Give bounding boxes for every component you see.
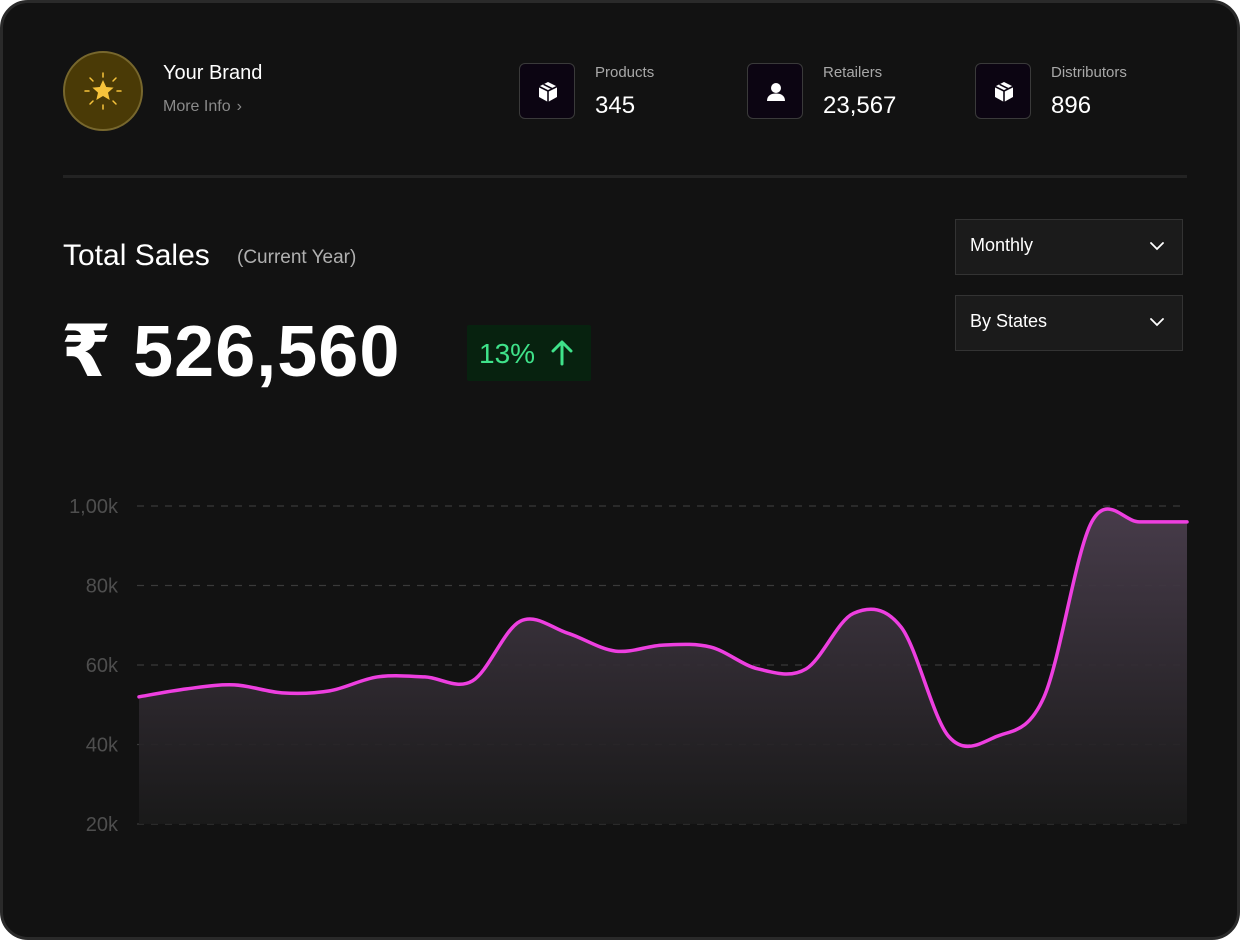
brand-avatar[interactable]: [63, 51, 143, 131]
more-info-link[interactable]: More Info ›: [163, 98, 242, 116]
chart-y-axis: 1,00k 80k 60k 40k 20k: [69, 496, 119, 836]
y-tick-label: 20k: [86, 814, 119, 836]
stat-value: 23,567: [823, 92, 897, 119]
stat-distributors-icon-box: [975, 63, 1031, 119]
chevron-right-icon: ›: [236, 98, 242, 115]
brand-name: Your Brand: [163, 62, 263, 84]
sales-chart: 1,00k 80k 60k 40k 20k: [69, 496, 1189, 836]
stat-products-icon-box: [519, 63, 575, 119]
package-icon: [994, 82, 1014, 102]
chart-line: [137, 507, 1189, 749]
period-dropdown-value: Monthly: [970, 235, 1034, 255]
chevron-down-icon: [1150, 242, 1164, 251]
arrow-up-icon: [551, 340, 573, 366]
stat-label: Products: [595, 64, 655, 81]
sales-amount: ₹ 526,560: [61, 312, 401, 392]
star-icon: [84, 72, 122, 110]
sales-subtitle: (Current Year): [237, 247, 357, 268]
y-tick-label: 60k: [86, 655, 119, 677]
growth-value: 13%: [479, 338, 536, 369]
y-tick-label: 80k: [86, 576, 119, 598]
y-tick-label: 1,00k: [69, 496, 119, 518]
user-icon: [767, 83, 785, 101]
chart-area: [139, 508, 1187, 824]
sales-title: Total Sales: [63, 239, 210, 272]
chevron-down-icon: [1150, 318, 1164, 327]
header-divider: [63, 175, 1187, 178]
growth-badge: 13%: [467, 325, 591, 381]
grouping-dropdown[interactable]: By States: [955, 295, 1183, 351]
stat-label: Distributors: [1051, 64, 1127, 81]
package-icon: [538, 82, 558, 102]
period-dropdown[interactable]: Monthly: [955, 219, 1183, 275]
stat-value: 345: [595, 92, 636, 119]
stat-retailers-icon-box: [747, 63, 803, 119]
y-tick-label: 40k: [86, 735, 119, 757]
more-info-label: More Info: [163, 98, 231, 115]
stat-value: 896: [1051, 92, 1092, 119]
grouping-dropdown-value: By States: [970, 311, 1048, 331]
stat-label: Retailers: [823, 64, 883, 81]
